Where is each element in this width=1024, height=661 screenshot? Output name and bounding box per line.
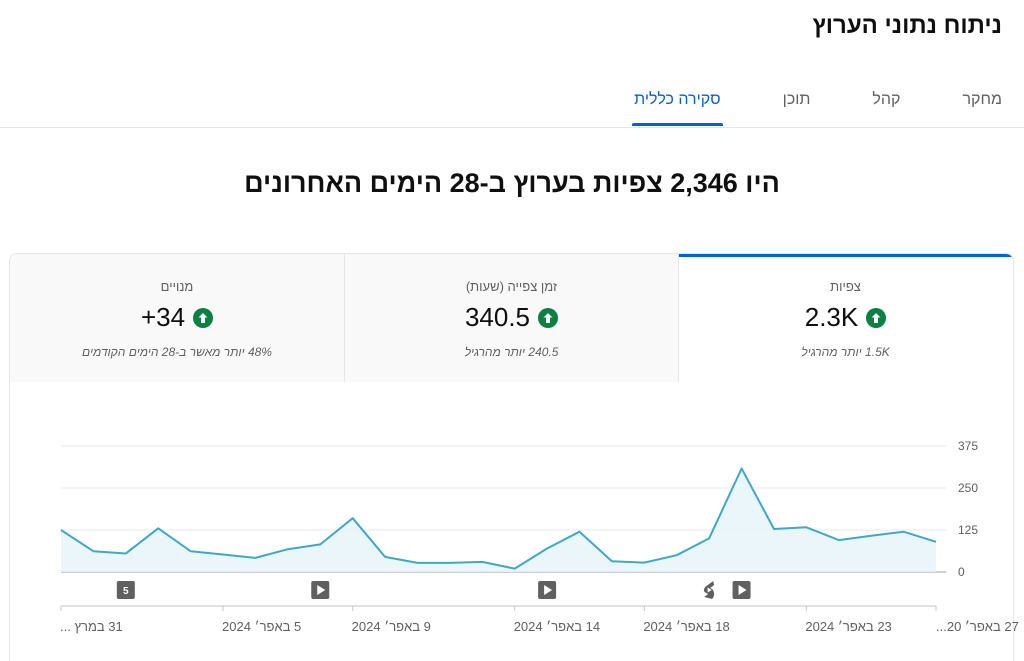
y-tick-label: 125 — [958, 523, 978, 537]
publish-markers: 5 — [116, 581, 751, 599]
data-point[interactable] — [445, 558, 455, 568]
x-tick-label: 14 באפר׳ 2024 — [514, 619, 600, 634]
data-point[interactable] — [769, 524, 779, 534]
y-axis-labels: 375 250 125 0 — [958, 439, 978, 579]
metric-subscribers[interactable]: מנויים +34 48% יותר מאשר ב-28 הימים הקוד… — [10, 254, 344, 382]
data-point[interactable] — [218, 550, 228, 560]
metric-note: 48% יותר מאשר ב-28 הימים הקודמים — [82, 345, 272, 359]
headline-number: 2,346 — [670, 168, 738, 198]
tab-overview[interactable]: סקירה כללית — [632, 78, 723, 126]
x-tick-label: 23 באפר׳ 2024 — [805, 619, 891, 634]
metrics-card: מנויים +34 48% יותר מאשר ב-28 הימים הקוד… — [9, 253, 1014, 661]
data-point[interactable] — [348, 513, 358, 523]
page-title: ניתוח נתוני הערוץ — [812, 12, 1002, 39]
y-tick-label: 250 — [958, 481, 978, 495]
headline-prefix: היו — [745, 168, 780, 198]
x-tick-label: 18 באפר׳ 2024 — [643, 619, 729, 634]
video-icon[interactable] — [311, 581, 330, 599]
data-point[interactable] — [153, 523, 163, 533]
data-point[interactable] — [801, 522, 811, 532]
metric-label: מנויים — [160, 279, 194, 294]
data-point[interactable] — [412, 558, 422, 568]
data-point[interactable] — [477, 557, 487, 567]
shorts-icon[interactable] — [703, 581, 715, 599]
tab-audience[interactable]: קהל — [872, 91, 901, 108]
data-point[interactable] — [250, 553, 260, 563]
data-point[interactable] — [186, 546, 196, 556]
x-tick-label: 9 באפר׳ 2024 — [352, 619, 431, 634]
headline-suffix: צפיות בערוץ ב-28 הימים האחרונים — [244, 168, 663, 198]
x-tick-label: 27 באפר׳ 20... — [936, 619, 1019, 634]
y-tick-label: 375 — [958, 439, 978, 453]
arrow-up-icon — [866, 307, 887, 328]
metric-label: זמן צפייה (שעות) — [465, 279, 558, 294]
data-point[interactable] — [607, 556, 617, 566]
data-point[interactable] — [866, 531, 876, 541]
data-point[interactable] — [510, 564, 520, 574]
metric-note: 240.5 יותר מהרגיל — [464, 345, 559, 359]
video-count-marker[interactable]: 5 — [116, 581, 135, 599]
metric-value: +34 — [140, 302, 186, 332]
video-icon[interactable] — [538, 581, 557, 599]
data-point[interactable] — [899, 527, 909, 537]
x-tick-label: 5 באפר׳ 2024 — [222, 619, 301, 634]
data-point[interactable] — [121, 549, 131, 559]
data-point[interactable] — [704, 533, 714, 543]
metric-note: 1.5K יותר מהרגיל — [801, 345, 890, 359]
tab-content[interactable]: תוכן — [782, 91, 811, 108]
views-line — [60, 467, 937, 570]
data-point[interactable] — [56, 525, 66, 535]
data-point[interactable] — [283, 544, 293, 554]
arrow-up-icon — [538, 307, 559, 328]
data-point[interactable] — [542, 543, 552, 553]
data-point[interactable] — [672, 550, 682, 560]
metric-label: צפיות — [830, 279, 861, 294]
metric-value: 340.5 — [464, 302, 531, 332]
marker-label: 5 — [123, 586, 129, 597]
arrow-up-icon — [193, 307, 214, 328]
x-axis-labels: 31 במרץ ... 5 באפר׳ 2024 9 באפר׳ 2024 14 בא… — [60, 606, 1019, 634]
metric-value: 2.3K — [804, 302, 859, 332]
tab-bar: סקירה כללית תוכן קהל מחקר — [632, 78, 1004, 128]
video-icon[interactable] — [732, 581, 751, 599]
metric-views[interactable]: צפיות 2.3K 1.5K יותר מהרגיל — [678, 254, 1012, 382]
data-point[interactable] — [88, 546, 98, 556]
x-tick-label: 31 במרץ ... — [60, 619, 123, 634]
data-point[interactable] — [315, 539, 325, 549]
summary-headline: היו 2,346 צפיות בערוץ ב-28 הימים האחרוני… — [0, 168, 1024, 199]
data-point[interactable] — [380, 552, 390, 562]
views-area — [61, 468, 936, 572]
views-chart: 375 250 125 0 5 31 במרץ ... 5 באפר׳ 2024 9 בא… — [56, 439, 1019, 634]
metric-watch-time[interactable]: זמן צפייה (שעות) 340.5 240.5 יותר מהרגיל — [344, 254, 678, 382]
data-point[interactable] — [737, 464, 747, 474]
tab-research[interactable]: מחקר — [962, 91, 1002, 108]
data-point[interactable] — [575, 527, 585, 537]
tabs-divider — [0, 127, 1024, 128]
y-tick-label: 0 — [958, 565, 965, 579]
data-point[interactable] — [639, 558, 649, 568]
data-point[interactable] — [931, 537, 941, 547]
data-point[interactable] — [834, 535, 844, 545]
